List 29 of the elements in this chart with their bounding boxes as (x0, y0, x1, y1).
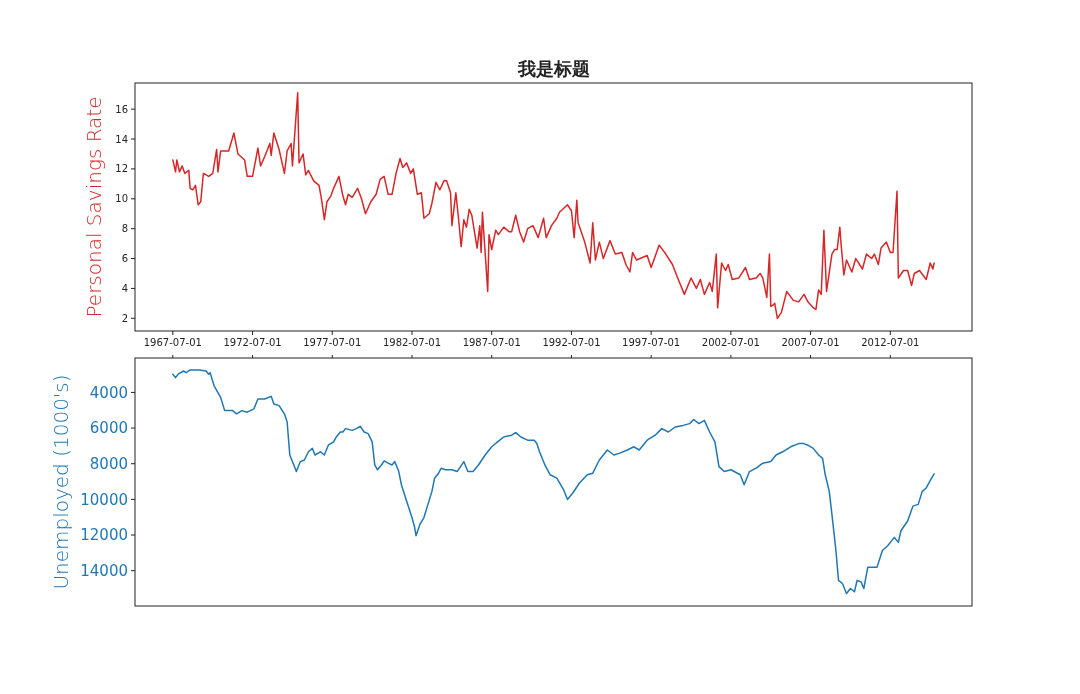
x-tick-label: 2007-07-01 (781, 337, 840, 348)
line-series (172, 91, 935, 320)
x-tick-label: 1992-07-01 (542, 337, 601, 348)
y-tick-label: 10000 (80, 490, 128, 509)
x-tick-label: 1967-07-01 (143, 337, 202, 348)
y-axis-title: Personal Savings Rate (82, 96, 106, 318)
x-tick-label: 2012-07-01 (861, 337, 920, 348)
x-tick-label: 1997-07-01 (622, 337, 681, 348)
y-tick-label: 10 (115, 193, 128, 205)
y-tick-label: 14 (115, 133, 128, 145)
y-tick-label: 4 (121, 282, 128, 294)
y-tick-label: 16 (115, 103, 128, 115)
x-tick-label: 1982-07-01 (382, 337, 442, 348)
y-tick-label: 12 (115, 163, 128, 175)
y-axis-title: Unemployed (1000's) (49, 374, 73, 590)
y-tick-label: 6000 (89, 419, 128, 438)
y-tick-label: 6 (121, 253, 128, 265)
x-tick-label: 1977-07-01 (303, 337, 362, 348)
y-tick-label: 4000 (89, 383, 128, 402)
y-tick-label: 8000 (89, 454, 128, 473)
x-tick-label: 1987-07-01 (462, 337, 521, 348)
y-tick-label: 14000 (80, 561, 128, 580)
line-series (172, 369, 935, 595)
chart-title: 我是标题 (516, 58, 590, 79)
y-tick-label: 2 (121, 312, 128, 324)
y-tick-label: 12000 (80, 526, 128, 545)
y-tick-label: 8 (121, 223, 128, 235)
x-tick-label: 1972-07-01 (223, 337, 282, 348)
x-tick-label: 2002-07-01 (701, 337, 760, 348)
